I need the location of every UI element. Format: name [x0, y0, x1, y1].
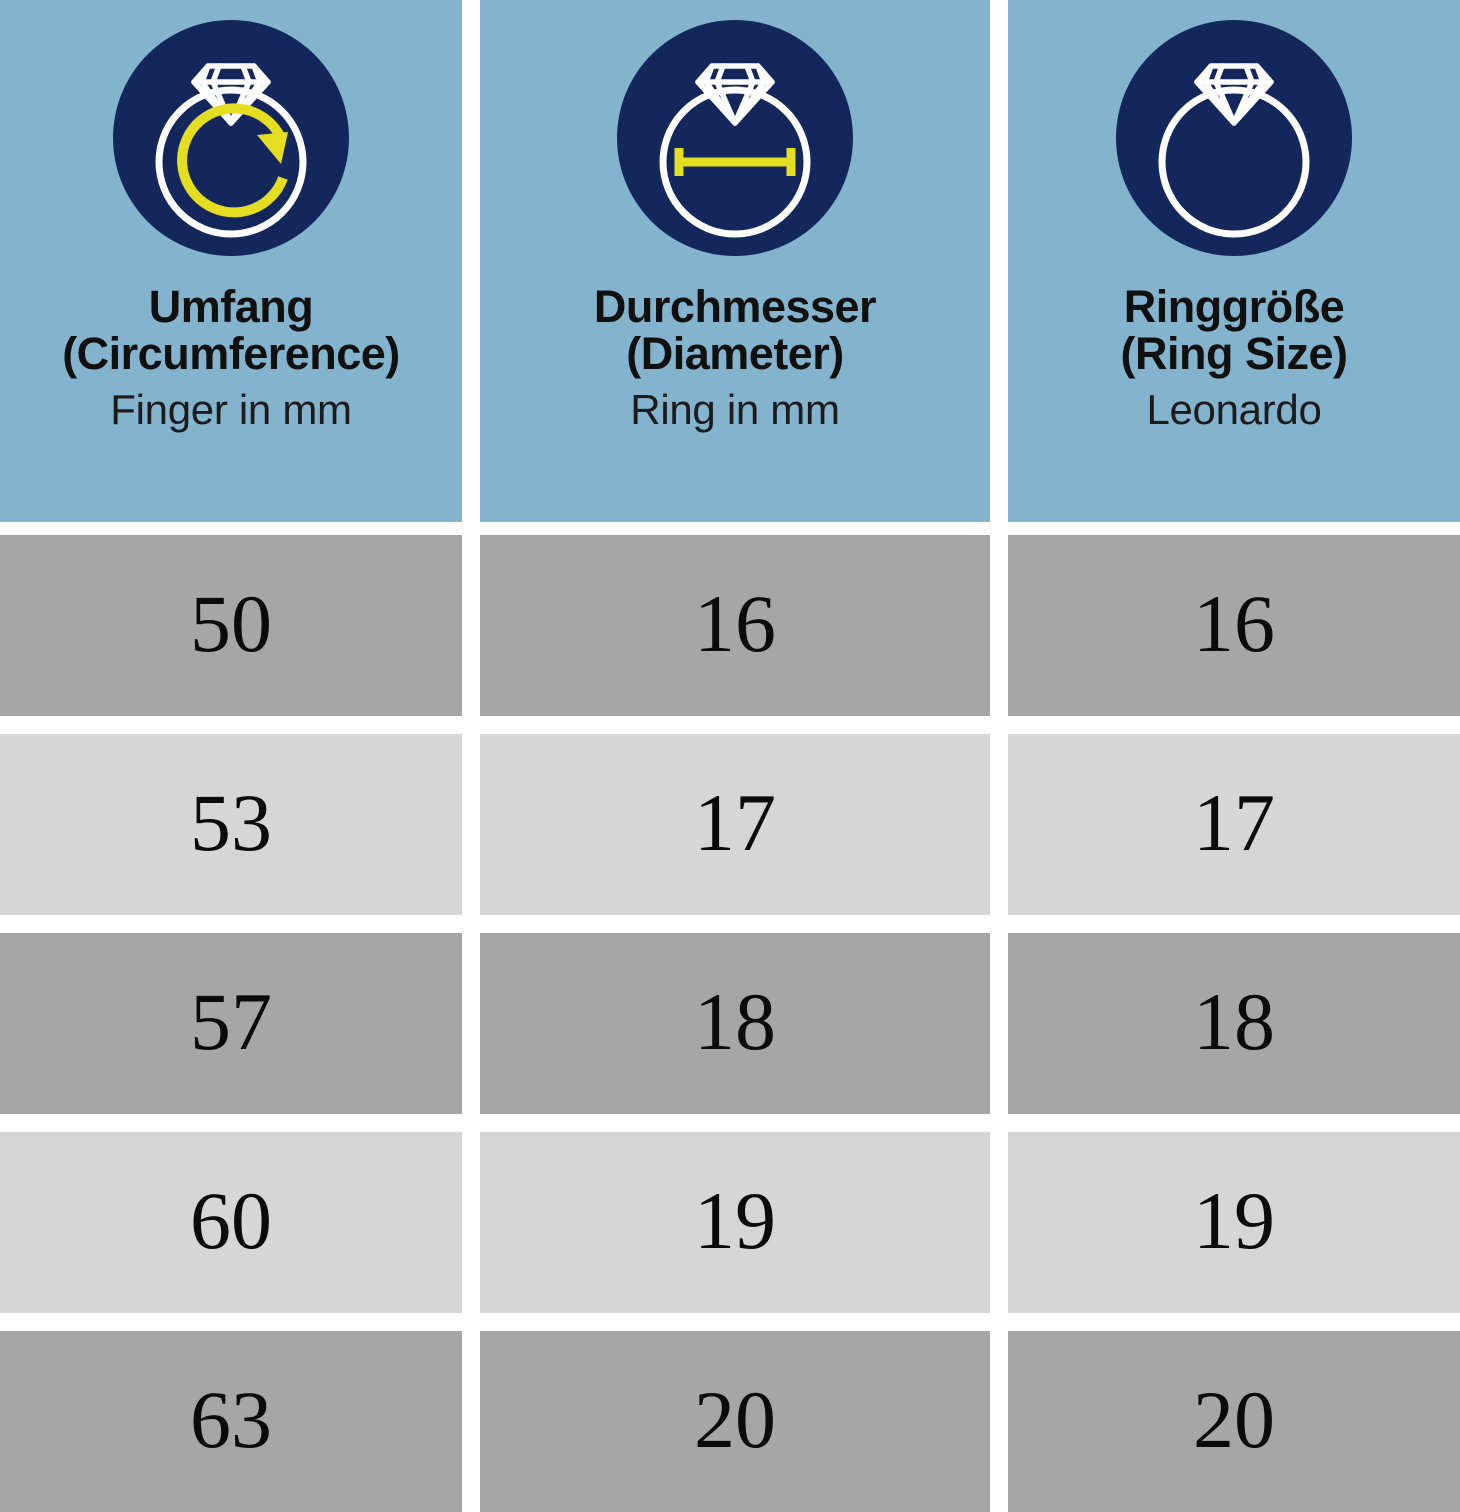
column-title-circumference: Umfang (Circumference): [62, 281, 400, 379]
table-cell-diameter: 17: [480, 734, 990, 915]
column-header-circumference: Umfang (Circumference) Finger in mm: [0, 0, 462, 522]
table-cell-circumference: 60: [0, 1132, 462, 1313]
table-cell-circumference: 53: [0, 734, 462, 915]
column-header-ring-size: Ringgröße (Ring Size) Leonardo: [1008, 0, 1460, 522]
cell-value: 60: [190, 1174, 272, 1266]
cell-value: 50: [190, 577, 272, 669]
table-cell-ring-size: 16: [1008, 535, 1460, 716]
column-subtitle-diameter: Ring in mm: [630, 385, 840, 433]
column-header-diameter: Durchmesser (Diameter) Ring in mm: [480, 0, 990, 522]
cell-value: 16: [1193, 577, 1275, 669]
cell-value: 16: [694, 577, 776, 669]
table-cell-ring-size: 19: [1008, 1132, 1460, 1313]
column-subtitle-ring-size: Leonardo: [1146, 385, 1322, 433]
table-cell-circumference: 63: [0, 1331, 462, 1512]
cell-value: 19: [694, 1174, 776, 1266]
cell-value: 19: [1193, 1174, 1275, 1266]
cell-value: 57: [190, 975, 272, 1067]
table-cell-diameter: 16: [480, 535, 990, 716]
ring-size-icon: [1110, 14, 1358, 262]
column-title-ring-size: Ringgröße (Ring Size): [1120, 281, 1349, 379]
cell-value: 20: [694, 1373, 776, 1465]
cell-value: 63: [190, 1373, 272, 1465]
cell-value: 20: [1193, 1373, 1275, 1465]
table-cell-diameter: 18: [480, 933, 990, 1114]
table-cell-ring-size: 18: [1008, 933, 1460, 1114]
table-cell-diameter: 19: [480, 1132, 990, 1313]
column-subtitle-circumference: Finger in mm: [110, 385, 352, 433]
cell-value: 18: [694, 975, 776, 1067]
cell-value: 18: [1193, 975, 1275, 1067]
column-title-diameter: Durchmesser (Diameter): [593, 281, 877, 379]
cell-value: 17: [694, 776, 776, 868]
table-cell-diameter: 20: [480, 1331, 990, 1512]
table-cell-ring-size: 17: [1008, 734, 1460, 915]
table-cell-circumference: 57: [0, 933, 462, 1114]
cell-value: 53: [190, 776, 272, 868]
cell-value: 17: [1193, 776, 1275, 868]
table-cell-ring-size: 20: [1008, 1331, 1460, 1512]
ring-diameter-icon: [611, 14, 859, 262]
table-cell-circumference: 50: [0, 535, 462, 716]
ring-circumference-icon: [107, 14, 355, 262]
